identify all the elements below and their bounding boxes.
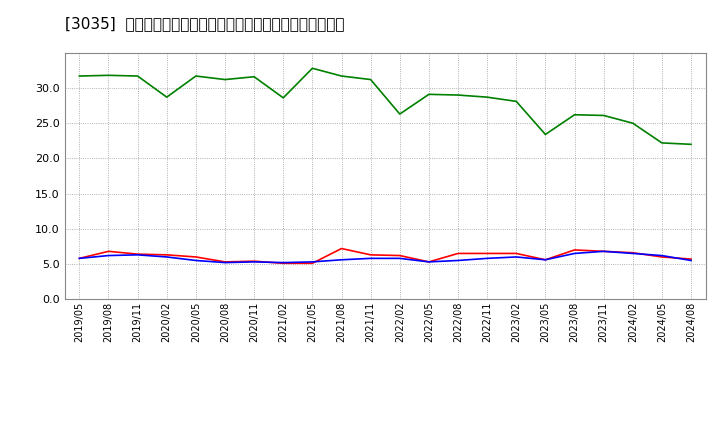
買入債務回転率: [483, 256, 492, 261]
買入債務回転率: [512, 254, 521, 260]
買入債務回転率: [75, 256, 84, 261]
在庫回転率: [104, 73, 113, 78]
在庫回転率: [483, 95, 492, 100]
在庫回転率: [163, 95, 171, 100]
売上債権回転率: [250, 259, 258, 264]
売上債権回転率: [425, 259, 433, 264]
売上債権回転率: [104, 249, 113, 254]
在庫回転率: [541, 132, 550, 137]
在庫回転率: [133, 73, 142, 79]
買入債務回転率: [657, 253, 666, 258]
買入債務回転率: [192, 258, 200, 263]
在庫回転率: [337, 73, 346, 79]
売上債権回転率: [366, 252, 375, 257]
売上債権回転率: [629, 250, 637, 255]
在庫回転率: [279, 95, 287, 100]
在庫回転率: [454, 92, 462, 98]
在庫回転率: [250, 74, 258, 79]
在庫回転率: [366, 77, 375, 82]
買入債務回転率: [425, 259, 433, 264]
買入債務回転率: [454, 258, 462, 263]
買入債務回転率: [250, 259, 258, 264]
売上債権回転率: [75, 256, 84, 261]
買入債務回転率: [104, 253, 113, 258]
買入債務回転率: [279, 260, 287, 265]
売上債権回転率: [599, 249, 608, 254]
在庫回転率: [192, 73, 200, 79]
在庫回転率: [687, 142, 696, 147]
在庫回転率: [512, 99, 521, 104]
在庫回転率: [75, 73, 84, 79]
売上債権回転率: [220, 259, 229, 264]
売上債権回転率: [192, 254, 200, 260]
在庫回転率: [220, 77, 229, 82]
買入債務回転率: [541, 257, 550, 262]
在庫回転率: [629, 121, 637, 126]
売上債権回転率: [337, 246, 346, 251]
在庫回転率: [570, 112, 579, 117]
在庫回転率: [308, 66, 317, 71]
買入債務回転率: [687, 258, 696, 263]
買入債務回転率: [163, 254, 171, 260]
売上債権回転率: [657, 254, 666, 260]
買入債務回転率: [366, 256, 375, 261]
買入債務回転率: [308, 259, 317, 264]
売上債権回転率: [395, 253, 404, 258]
売上債権回転率: [570, 247, 579, 253]
買入債務回転率: [629, 251, 637, 256]
買入債務回転率: [599, 249, 608, 254]
売上債権回転率: [454, 251, 462, 256]
売上債権回転率: [279, 260, 287, 266]
在庫回転率: [657, 140, 666, 146]
在庫回転率: [395, 111, 404, 117]
売上債権回転率: [687, 257, 696, 262]
買入債務回転率: [337, 257, 346, 262]
Line: 売上債権回転率: 売上債権回転率: [79, 249, 691, 263]
売上債権回転率: [512, 251, 521, 256]
売上債権回転率: [163, 252, 171, 257]
買入債務回転率: [220, 260, 229, 265]
買入債務回転率: [395, 256, 404, 261]
売上債権回転率: [308, 260, 317, 266]
在庫回転率: [599, 113, 608, 118]
Line: 在庫回転率: 在庫回転率: [79, 68, 691, 144]
Line: 買入債務回転率: 買入債務回転率: [79, 251, 691, 263]
買入債務回転率: [570, 251, 579, 256]
Text: [3035]  売上債権回転率、買入債務回転率、在庫回転率の推移: [3035] 売上債権回転率、買入債務回転率、在庫回転率の推移: [65, 16, 344, 31]
売上債権回転率: [133, 252, 142, 257]
在庫回転率: [425, 92, 433, 97]
売上債権回転率: [483, 251, 492, 256]
買入債務回転率: [133, 252, 142, 257]
売上債権回転率: [541, 257, 550, 262]
